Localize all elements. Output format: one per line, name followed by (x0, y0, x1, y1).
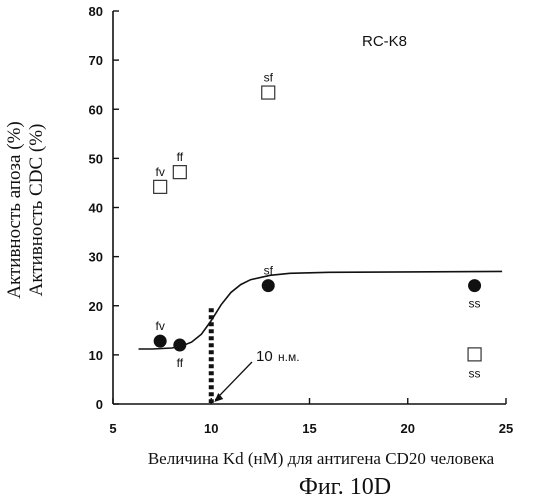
point-label: fv (155, 165, 164, 179)
y-tick-label: 70 (89, 53, 103, 68)
threshold-label-unit: н.м. (278, 350, 300, 364)
filled-circle-point (154, 335, 167, 348)
series-tag: RC-K8 (362, 33, 407, 50)
y-axis-label: Активность апоза (%) Активность CDC (%) (4, 121, 47, 298)
threshold-arrow-head (214, 393, 223, 402)
threshold-marker: 10 н.м. (211, 308, 299, 403)
y-tick-label: 50 (89, 151, 103, 166)
point-label: ss (469, 297, 481, 311)
y-tick-label: 40 (89, 201, 103, 216)
point-label: ff (177, 150, 184, 164)
open-square-point (154, 180, 167, 193)
figure-caption: Фиг. 10D (299, 474, 391, 500)
axes (113, 11, 506, 404)
axis-ticks: 0 10 20 30 40 50 60 70 80 5 10 15 20 25 (89, 4, 514, 436)
point-label: sf (264, 71, 274, 85)
open-square-point (262, 86, 275, 99)
fit-curve (139, 271, 503, 349)
y-axis-label-line-1: Активность апоза (%) (4, 121, 25, 298)
x-tick-label: 15 (302, 421, 316, 436)
point-label: sf (264, 264, 274, 278)
filled-circle-point (468, 279, 481, 292)
threshold-arrow-line (215, 362, 252, 400)
filled-circle-point (173, 339, 186, 352)
point-label: fv (155, 319, 164, 333)
y-tick-label: 20 (89, 299, 103, 314)
filled-circle-point (262, 279, 275, 292)
x-tick-label: 5 (109, 421, 116, 436)
x-tick-label: 25 (499, 421, 513, 436)
open-square-point (173, 166, 186, 179)
point-label: ff (177, 356, 184, 370)
point-label: ss (469, 366, 481, 380)
y-tick-label: 80 (89, 4, 103, 19)
y-tick-label: 60 (89, 102, 103, 117)
y-tick-label: 0 (96, 397, 103, 412)
y-axis-label-line-2: Активность CDC (%) (26, 124, 47, 297)
y-tick-label: 30 (89, 250, 103, 265)
x-tick-label: 20 (401, 421, 415, 436)
data-points: fvffsfssfvffsfss (154, 71, 481, 381)
x-tick-label: 10 (204, 421, 218, 436)
y-tick-label: 10 (89, 348, 103, 363)
open-square-point (468, 348, 481, 361)
threshold-label: 10 (256, 348, 273, 365)
x-axis-label: Величина Kd (нМ) для антигена CD20 челов… (148, 449, 495, 468)
